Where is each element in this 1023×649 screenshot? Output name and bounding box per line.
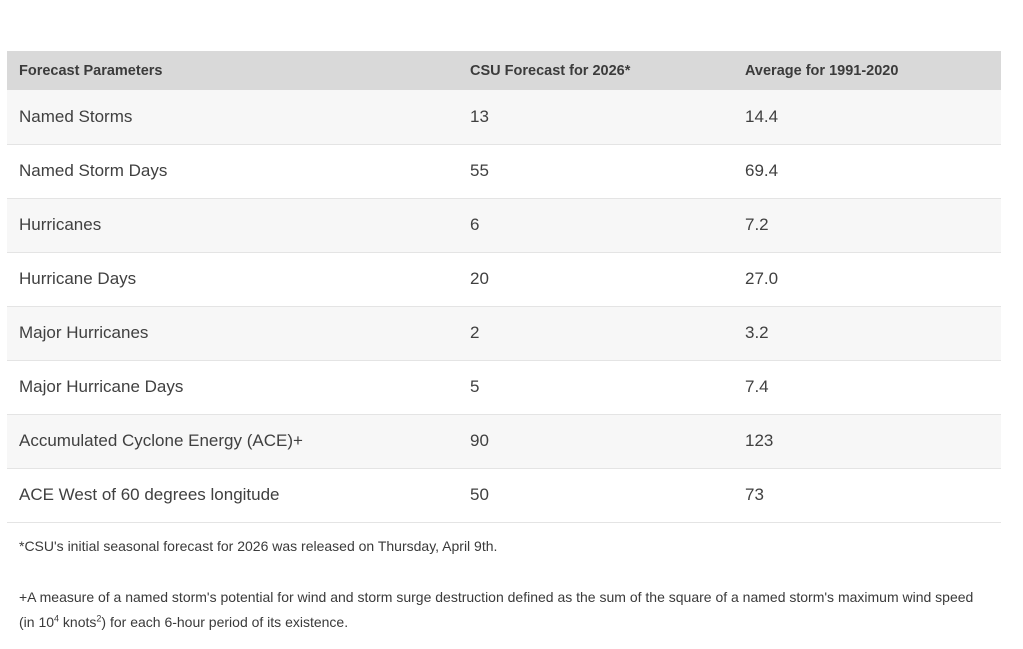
ace-footnote-text-2: knots — [59, 614, 97, 630]
table-row: Major Hurricanes 2 3.2 — [7, 306, 1001, 360]
ace-footnote-text-3: ) for each 6-hour period of its existenc… — [101, 614, 349, 630]
forecast-cell: 13 — [470, 106, 489, 126]
forecast-cell: 90 — [470, 431, 489, 450]
average-cell: 3.2 — [745, 323, 769, 342]
forecast-cell: 2 — [470, 323, 480, 342]
table-row: Named Storms 13 14.4 — [7, 90, 1001, 144]
table-row: ACE West of 60 degrees longitude 50 73 — [7, 468, 1001, 522]
ace-exponent-1: 4 — [54, 613, 60, 624]
forecast-cell: 6 — [470, 215, 480, 234]
parameter-cell: Named Storm Days — [19, 161, 168, 180]
average-cell: 7.4 — [745, 377, 769, 396]
header-csu-forecast: CSU Forecast for 2026* — [470, 62, 631, 79]
average-cell: 69.4 — [745, 161, 779, 180]
table-row: Hurricane Days 20 27.0 — [7, 252, 1001, 306]
average-cell: 14.4 — [745, 106, 779, 126]
table-header-row: Forecast Parameters CSU Forecast for 202… — [7, 51, 1001, 90]
forecast-cell: 50 — [470, 485, 489, 504]
footnotes: *CSU's initial seasonal forecast for 202… — [19, 537, 979, 635]
release-footnote: *CSU's initial seasonal forecast for 202… — [19, 538, 498, 554]
parameter-cell: ACE West of 60 degrees longitude — [19, 485, 280, 504]
header-average: Average for 1991-2020 — [745, 62, 899, 79]
ace-exponent-2: 2 — [96, 613, 102, 624]
forecast-cell: 55 — [470, 161, 489, 180]
table-row: Named Storm Days 55 69.4 — [7, 144, 1001, 198]
header-forecast-parameters: Forecast Parameters — [19, 62, 163, 79]
table-row: Major Hurricane Days 5 7.4 — [7, 360, 1001, 414]
forecast-table: Forecast Parameters CSU Forecast for 202… — [7, 51, 1001, 523]
average-cell: 7.2 — [745, 215, 769, 234]
parameter-cell: Accumulated Cyclone Energy (ACE)+ — [19, 431, 303, 450]
average-cell: 27.0 — [745, 269, 779, 288]
table-row: Accumulated Cyclone Energy (ACE)+ 90 123 — [7, 414, 1001, 468]
table-row: Hurricanes 6 7.2 — [7, 198, 1001, 252]
parameter-cell: Major Hurricanes — [19, 323, 149, 342]
average-cell: 73 — [745, 485, 764, 504]
forecast-cell: 5 — [470, 377, 480, 396]
forecast-cell: 20 — [470, 269, 489, 288]
ace-footnote: +A measure of a named storm's potential … — [19, 585, 979, 635]
average-cell: 123 — [745, 431, 774, 450]
forecast-table-container: Forecast Parameters CSU Forecast for 202… — [7, 51, 1001, 523]
parameter-cell: Major Hurricane Days — [19, 377, 184, 396]
parameter-cell: Hurricanes — [19, 215, 102, 234]
parameter-cell: Named Storms — [19, 106, 133, 126]
parameter-cell: Hurricane Days — [19, 269, 137, 288]
ace-footnote-text-1: +A measure of a named storm's potential … — [19, 589, 974, 630]
